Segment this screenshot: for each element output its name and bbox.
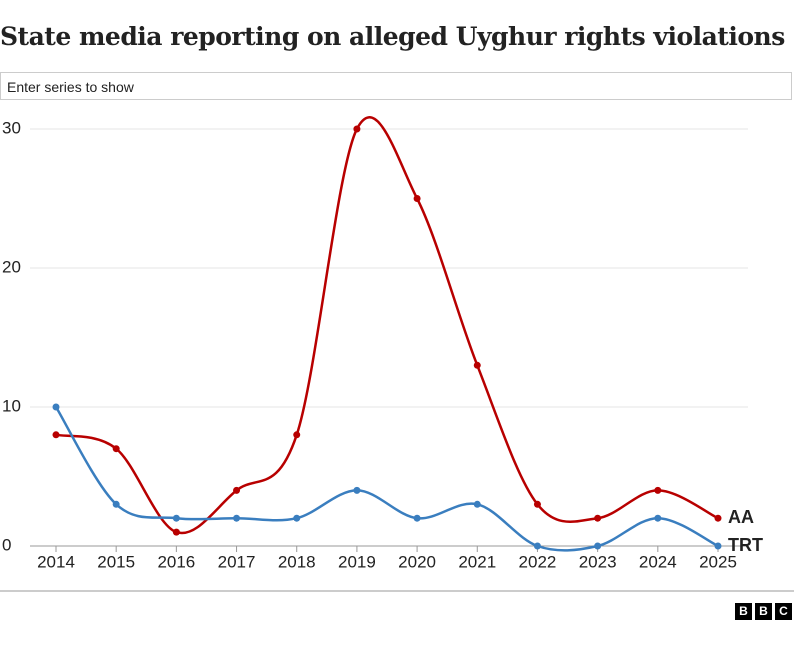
point	[714, 542, 722, 550]
point	[172, 514, 180, 522]
logo-letter: B	[735, 603, 752, 620]
point	[293, 431, 301, 439]
x-tick-label: 2022	[519, 552, 557, 571]
point	[353, 125, 361, 133]
x-tick-label: 2023	[579, 552, 617, 571]
x-tick-label: 2017	[218, 552, 256, 571]
point	[112, 445, 120, 453]
series-label: AA	[728, 507, 754, 527]
point	[233, 486, 241, 494]
series-label: TRT	[728, 535, 763, 555]
chart-title: State media reporting on alleged Uyghur …	[0, 22, 785, 51]
logo-letter: B	[755, 603, 772, 620]
point	[533, 500, 541, 508]
y-tick-label: 20	[2, 257, 21, 276]
x-tick-label: 2018	[278, 552, 316, 571]
point	[413, 514, 421, 522]
point	[654, 486, 662, 494]
point	[112, 500, 120, 508]
x-tick-label: 2015	[97, 552, 135, 571]
x-tick-label: 2024	[639, 552, 677, 571]
point	[654, 514, 662, 522]
point	[413, 195, 421, 202]
logo-letter: C	[775, 603, 792, 620]
point	[714, 514, 722, 522]
point	[594, 514, 602, 522]
point	[52, 403, 60, 411]
y-tick-label: 30	[2, 118, 21, 137]
point	[233, 514, 241, 522]
point	[353, 486, 361, 494]
point	[594, 542, 602, 550]
y-tick-label: 10	[2, 396, 21, 415]
x-tick-label: 2014	[37, 552, 75, 571]
point	[172, 528, 180, 536]
point	[293, 514, 301, 522]
series-input[interactable]: Enter series to show	[0, 72, 792, 100]
series-line	[54, 406, 719, 552]
x-tick-label: 2020	[398, 552, 436, 571]
point	[533, 542, 541, 550]
x-tick-label: 2025	[699, 552, 737, 571]
x-tick-label: 2019	[338, 552, 376, 571]
point	[473, 500, 481, 508]
y-tick-label: 0	[2, 535, 11, 554]
point	[473, 361, 481, 369]
point	[52, 431, 60, 439]
series-line	[55, 116, 719, 535]
x-tick-label: 2016	[157, 552, 195, 571]
x-tick-label: 2021	[458, 552, 496, 571]
